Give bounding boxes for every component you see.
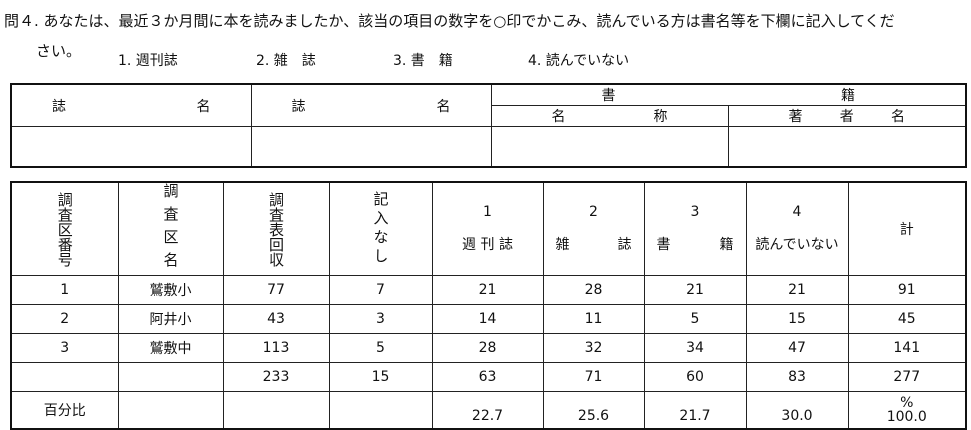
cell-weekly: 63 xyxy=(431,362,544,392)
cell-no-entry: 3 xyxy=(328,304,433,334)
header-district-no: 調査区番号 xyxy=(10,181,119,276)
cell-total: 277 xyxy=(847,362,967,392)
cell-books: 5 xyxy=(643,304,747,334)
cell-weekly: 21 xyxy=(431,275,544,305)
header-author: 著者名 xyxy=(727,105,967,127)
cell-name xyxy=(117,362,224,392)
cell-magazine: 71 xyxy=(542,362,645,392)
header-books: 書籍 xyxy=(490,83,967,106)
cell-weekly: 28 xyxy=(431,333,544,363)
cell-weekly: 14 xyxy=(431,304,544,334)
cell-no-entry: 15 xyxy=(328,362,433,392)
cell-magazine: 32 xyxy=(542,333,645,363)
cell-no: 2 xyxy=(10,304,119,334)
cell-name: 鷲敷中 xyxy=(117,333,224,363)
book-title-field[interactable] xyxy=(490,126,729,167)
cell-books: 60 xyxy=(643,362,747,392)
cell-none: 83 xyxy=(745,362,849,392)
magazine-name-field-2[interactable] xyxy=(250,126,492,167)
percent-total: % 100.0 xyxy=(847,391,967,429)
table-row: 1 鷲敷小 77 7 21 28 21 21 91 xyxy=(10,275,967,305)
header-district-name: 調査区名 xyxy=(117,181,224,276)
cell-name: 阿井小 xyxy=(117,304,224,334)
table-row: 2 阿井小 43 3 14 11 5 15 45 xyxy=(10,304,967,334)
percent-row: 百分比 22.7 25.6 21.7 30.0 % 100.0 xyxy=(10,391,967,429)
header-book-title: 名称 xyxy=(490,105,729,127)
percent-magazine: 25.6 xyxy=(542,391,645,429)
header-total: 計 xyxy=(847,181,967,276)
percent-books: 21.7 xyxy=(643,391,747,429)
percent-label: 百分比 xyxy=(10,391,119,429)
table-row: 3 鷲敷中 113 5 28 32 34 47 141 xyxy=(10,333,967,363)
option-3: 3. 書 籍 xyxy=(393,53,453,69)
percent-not-reading: 30.0 xyxy=(745,391,849,429)
author-field[interactable] xyxy=(727,126,967,167)
cell-no-entry: 7 xyxy=(328,275,433,305)
header-magazine-name-1: 誌名 xyxy=(10,83,252,127)
option-4: 4. 読んでいない xyxy=(528,53,630,69)
cell-none: 47 xyxy=(745,333,849,363)
cell-collected: 113 xyxy=(222,333,330,363)
cell-no-entry: 5 xyxy=(328,333,433,363)
cell-name: 鷲敷小 xyxy=(117,275,224,305)
cell-collected: 77 xyxy=(222,275,330,305)
cell-books: 34 xyxy=(643,333,747,363)
cell-none: 15 xyxy=(745,304,849,334)
question-line-2: さい。 xyxy=(36,42,82,60)
cell-books: 21 xyxy=(643,275,747,305)
cell-magazine: 28 xyxy=(542,275,645,305)
cell-total: 91 xyxy=(847,275,967,305)
option-1: 1. 週刊誌 xyxy=(118,53,178,69)
cell-collected: 233 xyxy=(222,362,330,392)
header-collected: 調査表回収 xyxy=(222,181,330,276)
magazine-name-field-1[interactable] xyxy=(10,126,252,167)
cell-no: 3 xyxy=(10,333,119,363)
cell-total: 141 xyxy=(847,333,967,363)
cell-collected: 43 xyxy=(222,304,330,334)
question-text: 問４. あなたは、最近３か月間に本を読みましたか、該当の項目の数字を○印でかこみ… xyxy=(4,6,969,66)
option-2: 2. 雑 誌 xyxy=(256,53,316,69)
cell-no: 1 xyxy=(10,275,119,305)
question-line-1: 問４. あなたは、最近３か月間に本を読みましたか、該当の項目の数字を○印でかこみ… xyxy=(4,12,895,30)
table-row: 233 15 63 71 60 83 277 xyxy=(10,362,967,392)
percent-weekly: 22.7 xyxy=(431,391,544,429)
cell-magazine: 11 xyxy=(542,304,645,334)
cell-total: 45 xyxy=(847,304,967,334)
cell-none: 21 xyxy=(745,275,849,305)
header-magazine-name-2: 誌名 xyxy=(250,83,492,127)
header-no-entry: 記入なし xyxy=(328,181,433,276)
entry-table: 誌名 誌名 書籍 名称 著者名 xyxy=(10,83,967,168)
cell-no xyxy=(10,362,119,392)
header-not-reading: 4 読んでいない xyxy=(745,181,849,276)
